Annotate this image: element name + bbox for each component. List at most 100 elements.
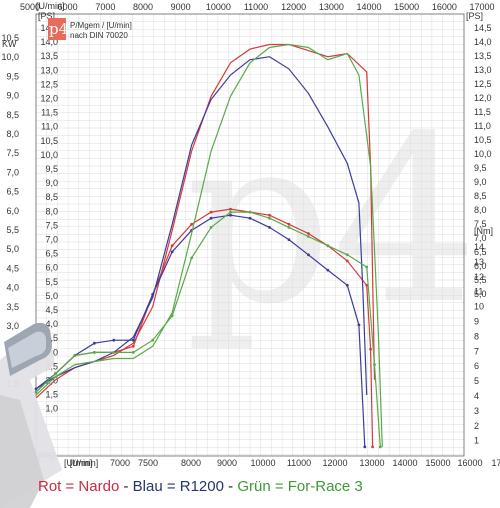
- left-ps-tick-label: 8,0: [45, 206, 58, 216]
- bottom-tick-label: 16000: [457, 458, 482, 468]
- left-kw-tick-label: 6,0: [6, 206, 19, 216]
- torque-point: [229, 210, 232, 214]
- torque-point: [287, 238, 291, 242]
- bottom-tick-label: 14000: [392, 458, 417, 468]
- torque-point: [170, 244, 174, 248]
- top-tick-label: 9000: [171, 2, 191, 12]
- top-tick-label: 6000: [58, 2, 78, 12]
- right-ps-tick-label: 11,0: [474, 121, 491, 131]
- right-ps-tick-label: 13,5: [474, 51, 492, 61]
- torque-curve-2: [35, 211, 381, 447]
- torque-point: [357, 323, 361, 327]
- top-tick-label: 15000: [394, 2, 419, 12]
- left-kw-tick-label: 8,5: [6, 110, 19, 120]
- legend-separator: -: [119, 478, 133, 495]
- torque-point: [345, 253, 349, 257]
- right-ps-axis-ticks: 14,5 14,0 13,5 13,0 12,5 12,0 11,5 11,0 10,5 10,0…: [474, 23, 492, 299]
- left-ps-tick-label: 5,5: [45, 277, 58, 287]
- right-ps-tick-label: 9,5: [474, 163, 487, 173]
- bottom-tick-label: 9000: [217, 458, 237, 468]
- left-ps-tick-label: 9,5: [45, 164, 58, 174]
- top-tick-label: 12000: [281, 2, 306, 12]
- right-ps-tick-label: 13,0: [474, 65, 492, 75]
- torque-point: [287, 222, 291, 226]
- left-ps-tick-label: 5,0: [45, 291, 58, 301]
- torque-point: [112, 338, 116, 342]
- torque-point: [326, 268, 330, 272]
- legend-green: Grün = For-Race 3: [237, 478, 363, 495]
- left-ps-tick-label: 11,5: [41, 108, 58, 118]
- torque-point: [248, 210, 252, 214]
- torque-point: [112, 351, 116, 354]
- left-kw-tick-label: 9,0: [6, 91, 19, 101]
- left-kw-tick-label: 3,0: [6, 321, 19, 331]
- torque-point: [268, 213, 271, 217]
- torque-point: [170, 250, 174, 254]
- left-ps-tick-label: 1,0: [45, 404, 58, 414]
- svg-text:p4: p4: [49, 20, 68, 38]
- right-ps-tick-label: 12,5: [474, 79, 492, 89]
- top-tick-label: 13000: [319, 2, 344, 12]
- left-kw-tick-label: 4,5: [6, 263, 19, 273]
- right-ps-tick-label: 14,5: [474, 23, 492, 33]
- right-nm-tick-label: 11: [474, 287, 483, 297]
- torque-point: [34, 387, 38, 391]
- top-tick-label: 8000: [133, 2, 153, 12]
- bottom-tick-label: 13000: [359, 458, 384, 468]
- torque-point: [307, 235, 310, 238]
- top-tick-label: 17000: [469, 2, 494, 12]
- left-kw-tick-label: 9,5: [6, 71, 19, 81]
- bottom-tick-label: 10000: [250, 458, 275, 468]
- info-line-2: nach DIN 70020: [70, 31, 128, 40]
- plot-area-frame: [35, 13, 465, 457]
- torque-point: [209, 216, 213, 220]
- left-kw-tick-label: 8,0: [6, 129, 19, 139]
- right-ps-tick-label: 10,0: [474, 149, 492, 159]
- top-tick-label: 10000: [206, 2, 231, 12]
- power-curve-2: [35, 43, 383, 447]
- right-ps-axis-unit: [PS]: [466, 11, 483, 21]
- torque-point: [345, 283, 349, 287]
- right-ps-tick-label: 6,5: [474, 247, 487, 257]
- left-kw-tick-label: 7,5: [6, 148, 19, 158]
- right-nm-tick-label: 2: [474, 421, 479, 431]
- torque-point: [369, 347, 372, 351]
- top-axis-ticks: 5000 6000 7000 8000 9000 10000 11000 12000 13000…: [20, 2, 495, 12]
- right-ps-tick-label: 7,0: [474, 233, 487, 243]
- torque-point: [248, 216, 252, 220]
- torque-point: [371, 445, 374, 449]
- left-kw-axis-unit: KW: [2, 39, 17, 49]
- left-ps-tick-label: 6,5: [45, 249, 58, 259]
- torque-point: [151, 338, 155, 342]
- right-nm-tick-label: 3: [474, 406, 479, 416]
- left-ps-tick-label: 8,5: [45, 192, 58, 202]
- left-kw-tick-label: 7,0: [6, 167, 19, 177]
- torque-point: [373, 363, 376, 366]
- left-ps-tick-label: 6,0: [45, 263, 58, 273]
- right-nm-tick-label: 4: [474, 391, 479, 401]
- torque-point: [229, 213, 232, 217]
- left-ps-tick-label: 12,5: [40, 79, 58, 89]
- torque-point: [209, 226, 213, 229]
- bottom-axis-ticks: [U/min] 7000 7500 8000 9000 10000 11000 12000 13…: [70, 458, 500, 468]
- left-ps-axis-ticks: 14,514,013,513,012,512,011,511,010,510,0…: [40, 23, 58, 414]
- left-kw-tick-label: 10,0: [1, 52, 19, 62]
- torque-point: [170, 314, 174, 318]
- legend-blue: Blau = R1200: [132, 478, 224, 495]
- left-kw-tick-label: 10,5: [1, 33, 19, 43]
- right-ps-tick-label: 6,0: [474, 261, 487, 271]
- torque-point: [93, 351, 96, 354]
- left-ps-tick-label: 4,5: [45, 305, 58, 315]
- torque-point: [326, 244, 330, 248]
- right-nm-tick-label: 5: [474, 376, 479, 386]
- torque-point: [268, 216, 271, 220]
- torque-point: [365, 265, 369, 269]
- top-tick-label: 7000: [95, 2, 115, 12]
- right-ps-tick-label: 5,0: [474, 289, 487, 299]
- torque-point: [54, 372, 57, 376]
- left-ps-tick-label: 7,5: [45, 220, 58, 230]
- left-ps-tick-label: 13,0: [40, 65, 58, 75]
- left-ps-tick-label: 4,0: [45, 319, 58, 329]
- right-ps-tick-label: 7,5: [474, 219, 487, 229]
